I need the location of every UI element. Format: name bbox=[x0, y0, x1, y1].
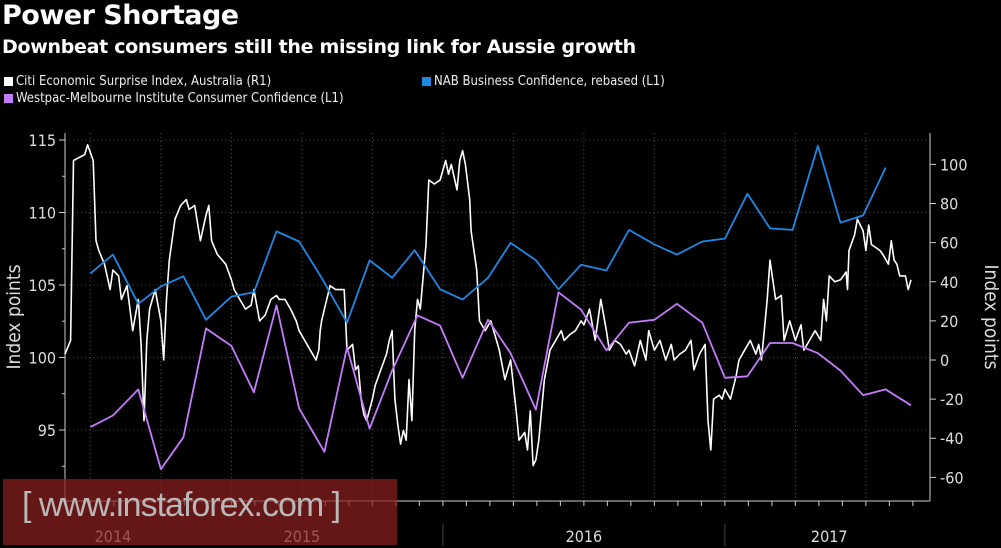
y-left-tick-label: 115 bbox=[29, 131, 56, 150]
legend-item-citi: Citi Economic Surprise Index, Australia … bbox=[4, 74, 271, 89]
watermark-text: [ www.instaforex.com ] bbox=[22, 486, 341, 524]
y-left-tick-label: 100 bbox=[29, 349, 56, 368]
watermark-box bbox=[3, 479, 397, 545]
y-right-tick-label: 100 bbox=[940, 155, 967, 174]
nab-series-line bbox=[89, 144, 887, 324]
y-right-axis-title: Index points bbox=[980, 265, 1001, 370]
citi-series-line bbox=[64, 144, 912, 467]
legend-swatch-nab bbox=[422, 77, 431, 86]
legend-label-nab: NAB Business Confidence, rebased (L1) bbox=[434, 74, 665, 89]
y-right-tick-label: -20 bbox=[940, 390, 964, 409]
y-right-tick-label: -40 bbox=[940, 429, 964, 448]
y-left-tick-label: 95 bbox=[38, 421, 56, 440]
chart-subtitle: Downbeat consumers still the missing lin… bbox=[2, 36, 636, 58]
y-right-tick-label: -60 bbox=[940, 468, 964, 487]
westpac-series-line bbox=[89, 291, 912, 471]
x-tick-label: 2016 bbox=[566, 527, 603, 546]
y-right-tick-label: 60 bbox=[940, 234, 958, 253]
y-right-tick-label: 0 bbox=[940, 351, 949, 370]
legend-item-nab: NAB Business Confidence, rebased (L1) bbox=[422, 74, 665, 89]
legend-label-citi: Citi Economic Surprise Index, Australia … bbox=[16, 74, 272, 89]
y-left-tick-label: 110 bbox=[29, 204, 56, 223]
legend-swatch-westpac bbox=[4, 94, 13, 103]
y-right-tick-label: 40 bbox=[940, 273, 958, 292]
y-right-tick-label: 80 bbox=[940, 195, 958, 214]
legend-swatch-citi bbox=[4, 77, 13, 86]
chart-title: Power Shortage bbox=[2, 0, 239, 31]
y-left-tick-label: 105 bbox=[29, 276, 56, 295]
x-tick-label: 2017 bbox=[811, 527, 848, 546]
legend-label-westpac: Westpac-Melbourne Institute Consumer Con… bbox=[16, 91, 344, 106]
legend-item-westpac: Westpac-Melbourne Institute Consumer Con… bbox=[4, 91, 344, 106]
y-left-axis-title: Index points bbox=[3, 264, 25, 369]
y-right-tick-label: 20 bbox=[940, 312, 958, 331]
